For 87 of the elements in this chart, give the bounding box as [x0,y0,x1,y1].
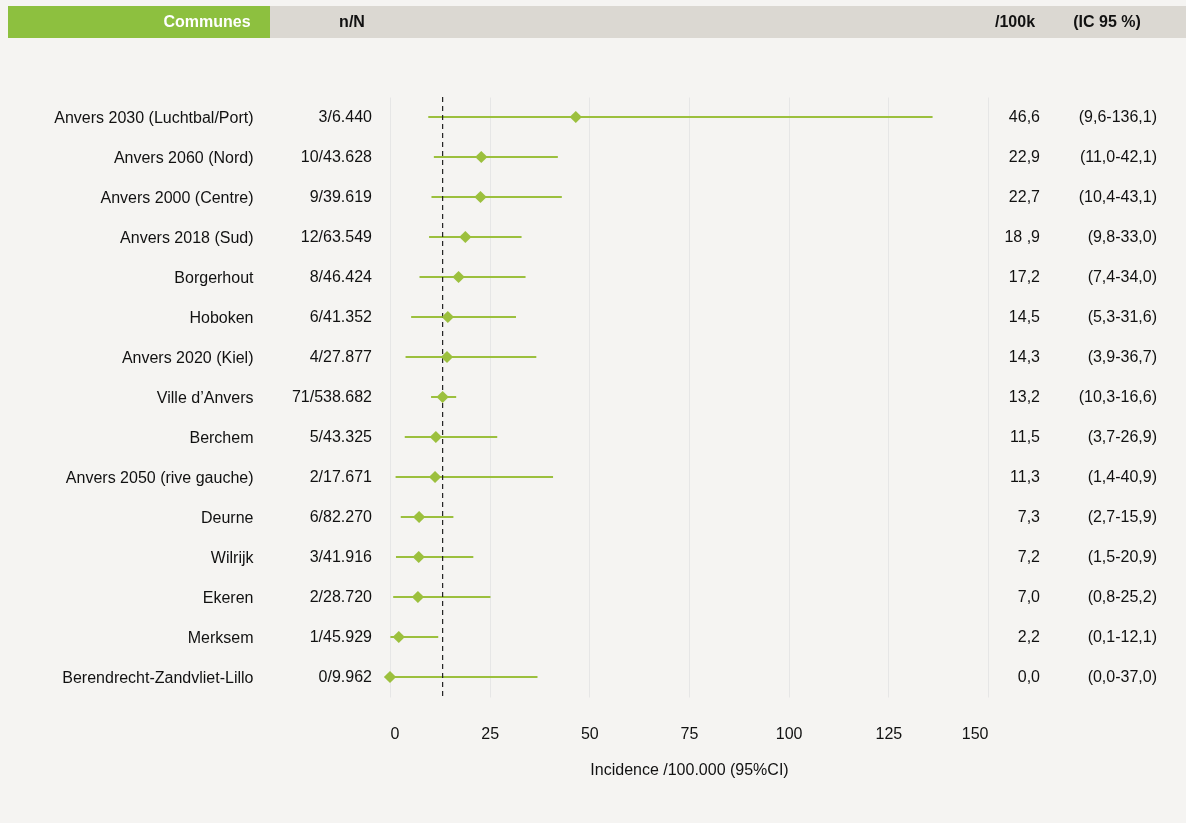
x-tick-label: 100 [775,724,803,742]
point [441,310,454,324]
data-label: 22,7 [1008,188,1041,205]
point [412,550,425,564]
y-tick-label: Anvers 2020 (Kiel) [121,348,254,366]
y-tick-label: Anvers 2018 (Sud) [120,228,254,246]
data-label: 22,9 [1008,148,1041,165]
text: (10,3-16,6) [1078,388,1157,405]
text: (0,8-25,2) [1087,588,1157,605]
x-axis-title: Incidence /100.000 (95%CI) [590,760,789,778]
y-tick-label: Wilrijk [210,548,255,566]
text: 2/17.671 [309,468,373,485]
data-label: 14,5 [1008,308,1041,325]
y-tick-label: Anvers 2000 (Centre) [100,188,254,206]
x-tick-label: 0 [390,724,400,742]
data-label: 17,2 [1008,268,1041,285]
y-tick-label: Ville d’Anvers [156,388,254,406]
y-tick-label: Merksem [187,628,254,646]
data-label: 14,3 [1008,348,1041,365]
text: 12/63.549 [300,228,373,245]
text: (5,3-31,6) [1087,308,1157,325]
y-tick-label: Deurne [201,508,254,526]
text: /100k [994,13,1036,30]
text: 9/39.619 [309,188,373,205]
point [475,150,488,164]
text: (11,0-42,1) [1079,148,1157,165]
y-tick-label: Anvers 2050 (rive gauche) [65,468,254,486]
data-label: 11,5 [1010,428,1041,445]
y-tick-label: Ekeren [202,588,254,606]
x-tick-label: 75 [680,724,699,742]
text: (10,4-43,1) [1078,188,1157,205]
y-tick-label: Hoboken [189,308,254,326]
text: (9,8-33,0) [1087,228,1157,245]
text: 8/46.424 [309,268,373,285]
text: (3,7-26,9) [1087,428,1157,445]
point [412,510,426,524]
point [436,390,449,404]
text: 71/538.682 [291,388,373,405]
text: 6/41.352 [309,308,373,325]
y-tick-label: Berendrecht-Zandvliet-Lillo [62,668,254,686]
data-label: 18 ,9 [1004,228,1041,245]
text: (3,9-36,7) [1087,348,1157,365]
text: (1,5-20,9) [1087,548,1157,565]
text: 0/9.962 [318,668,373,685]
point [383,670,397,684]
text: 2/28.720 [309,588,373,605]
y-tick-label: Berchem [189,428,254,446]
point [459,230,472,244]
text: (7,4-34,0) [1087,268,1157,285]
point [474,190,487,204]
point [569,110,582,124]
x-tick-label: 125 [875,724,903,742]
x-tick-label: 50 [580,724,599,742]
text: 3/6.440 [318,108,373,125]
point [428,470,442,484]
text: 5/43.325 [309,428,373,445]
y-tick-label: Anvers 2030 (Luchtbal/Port) [54,108,254,126]
data-label: 7,2 [1017,548,1041,565]
text: Communes [163,13,251,30]
text: 4/27.877 [309,348,373,365]
point [452,270,465,284]
point [392,630,405,644]
data-label: 2,2 [1017,628,1041,645]
text: 1/45.929 [309,628,373,645]
data-label: 7,3 [1017,508,1041,525]
data-label: 13,2 [1008,388,1041,405]
text: (9,6-136,1) [1078,108,1157,125]
y-tick-label: Borgerhout [174,268,255,286]
text: (2,7-15,9) [1087,508,1157,525]
point [411,590,425,604]
y-tick-label: Anvers 2060 (Nord) [113,148,254,166]
x-tick-label: 25 [481,724,500,742]
text: 6/82.270 [309,508,373,525]
text: n/N [339,13,365,30]
x-tick-label: 150 [961,724,989,742]
data-label: 46,6 [1008,108,1041,125]
data-label: 0,0 [1017,668,1041,685]
text: (IC 95 %) [1073,13,1141,30]
data-label: 11,3 [1010,468,1041,485]
text: (0,1-12,1) [1087,628,1157,645]
text: (1,4-40,9) [1087,468,1157,485]
data-label: 7,0 [1017,588,1041,605]
text: 10/43.628 [300,148,373,165]
point [440,350,454,364]
text: 3/41.916 [309,548,373,565]
text: (0,0-37,0) [1087,668,1157,685]
point [429,430,442,444]
